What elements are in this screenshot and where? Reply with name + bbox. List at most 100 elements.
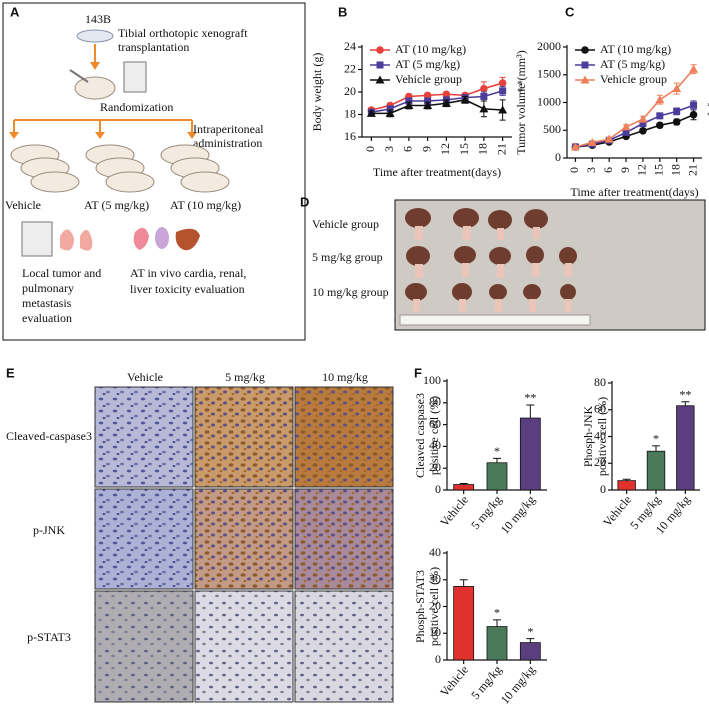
x-tick-label: 21 xyxy=(494,143,508,155)
error-bar xyxy=(493,457,501,463)
legend-marker xyxy=(580,75,590,84)
marker xyxy=(498,105,508,114)
marker xyxy=(655,95,665,104)
marker xyxy=(480,93,488,100)
marker xyxy=(587,137,597,146)
evaluation-text: metastasis xyxy=(22,296,72,310)
row-label: p-JNK xyxy=(33,523,65,537)
y-tick-label: 500 xyxy=(543,122,561,136)
y-tick-label: 60 xyxy=(594,402,606,416)
y-tick-label: 18 xyxy=(344,106,356,120)
column-label: 5 mg/kg xyxy=(225,370,265,384)
marker xyxy=(499,87,507,95)
inset-photo xyxy=(123,61,147,93)
marker xyxy=(460,95,470,104)
evaluation-text: pulmonary xyxy=(22,281,74,295)
legend-marker xyxy=(581,46,589,54)
y-tick-label: 40 xyxy=(429,438,441,452)
ihc-images xyxy=(94,386,394,703)
panel-label: E xyxy=(6,365,15,380)
group-label: AT (5 mg/kg) xyxy=(84,198,149,212)
chart: 16 18 20 22 24 Body weight (g) 0 3 6 9 12 15 18 21 Tim… xyxy=(310,39,523,179)
row-label: 5 mg/kg group xyxy=(312,250,383,264)
x-tick-label: 9 xyxy=(419,146,433,152)
y-tick-label: 1500 xyxy=(537,67,561,81)
x-tick-label: 15 xyxy=(457,143,471,155)
error-bar xyxy=(526,404,535,419)
y-axis-label: Tumor volume (mm³) xyxy=(514,50,528,155)
liver-icon xyxy=(175,228,200,251)
cell-line: 143B xyxy=(85,12,111,26)
panel-frame xyxy=(2,2,306,341)
marker xyxy=(689,110,698,119)
panel-label: D xyxy=(300,194,309,209)
syringe xyxy=(69,69,89,83)
annotation: * xyxy=(494,444,500,458)
annotation: ** xyxy=(679,387,691,401)
column-label: 10 mg/kg xyxy=(322,370,368,384)
x-tick-label: 15 xyxy=(652,164,666,176)
marker xyxy=(656,121,664,130)
marker xyxy=(385,108,395,117)
y-axis-label: positive cell (%) xyxy=(427,567,441,646)
y-axis-label: Body weight (g) xyxy=(310,53,324,132)
row-label: 10 mg/kg group xyxy=(312,285,389,299)
bar xyxy=(519,417,541,491)
bar xyxy=(453,484,475,491)
y-tick-label: 10 xyxy=(429,625,441,639)
y-tick-label: 40 xyxy=(429,545,441,559)
y-tick-label: 0 xyxy=(435,482,441,496)
marker xyxy=(423,91,432,100)
annotation: * xyxy=(517,85,523,99)
annotation: * xyxy=(707,108,709,122)
y-axis-label: Phosph-JNK xyxy=(581,405,595,467)
lung-icon xyxy=(60,229,93,251)
marker xyxy=(690,101,698,109)
y-tick-label: 20 xyxy=(429,460,441,474)
bar xyxy=(453,586,475,661)
marker xyxy=(689,64,699,73)
evaluation-text: liver toxicity evaluation xyxy=(130,282,245,296)
tumor-photo xyxy=(394,199,706,331)
step-text: Intraperitoneal xyxy=(193,122,264,136)
panel-label: C xyxy=(565,4,575,19)
y-tick-label: 100 xyxy=(423,373,441,387)
x-tick-label: 3 xyxy=(382,146,396,152)
x-tick-label: 12 xyxy=(635,164,649,176)
legend-marker xyxy=(376,46,384,54)
error-bar xyxy=(681,401,690,406)
y-tick-label: 20 xyxy=(344,84,356,98)
y-axis-label: positive cell (%) xyxy=(427,396,441,475)
y-tick-label: 60 xyxy=(429,416,441,430)
row-label: Vehicle group xyxy=(312,217,379,231)
bar xyxy=(486,462,508,491)
marker xyxy=(441,98,451,107)
x-tick-label: 9 xyxy=(618,167,632,173)
arrow-head xyxy=(90,62,100,70)
x-tick-label: 18 xyxy=(668,164,682,176)
row-label: Cleaved-caspase3 xyxy=(6,429,92,443)
y-axis-label: positive cell (%) xyxy=(595,397,609,476)
x-axis-label: Time after treatment(days) xyxy=(570,185,698,199)
evaluation-text: Local tumor and xyxy=(22,266,101,280)
panel-a: A 143B Tibial orthotopic xenograft trans… xyxy=(2,2,306,341)
x-tick-label: 12 xyxy=(438,143,452,155)
step-text: Randomization xyxy=(100,100,173,114)
x-tick-label: 10 mg/kg xyxy=(498,663,538,704)
legend-label: Vehicle group xyxy=(600,72,667,86)
marker xyxy=(479,104,489,113)
y-axis-label: Cleaved caspase3 xyxy=(413,393,427,478)
annotation: * xyxy=(517,77,523,91)
x-tick-label: 18 xyxy=(476,143,490,155)
step-text: administration xyxy=(193,136,262,150)
annotation: * xyxy=(707,99,709,113)
bar xyxy=(617,480,636,491)
bar xyxy=(676,405,695,491)
panel-label: F xyxy=(414,365,422,380)
y-tick-label: 0 xyxy=(600,482,606,496)
error-bar xyxy=(526,638,535,643)
x-tick-label: Vehicle xyxy=(437,493,471,530)
column-label: Vehicle xyxy=(127,370,163,384)
